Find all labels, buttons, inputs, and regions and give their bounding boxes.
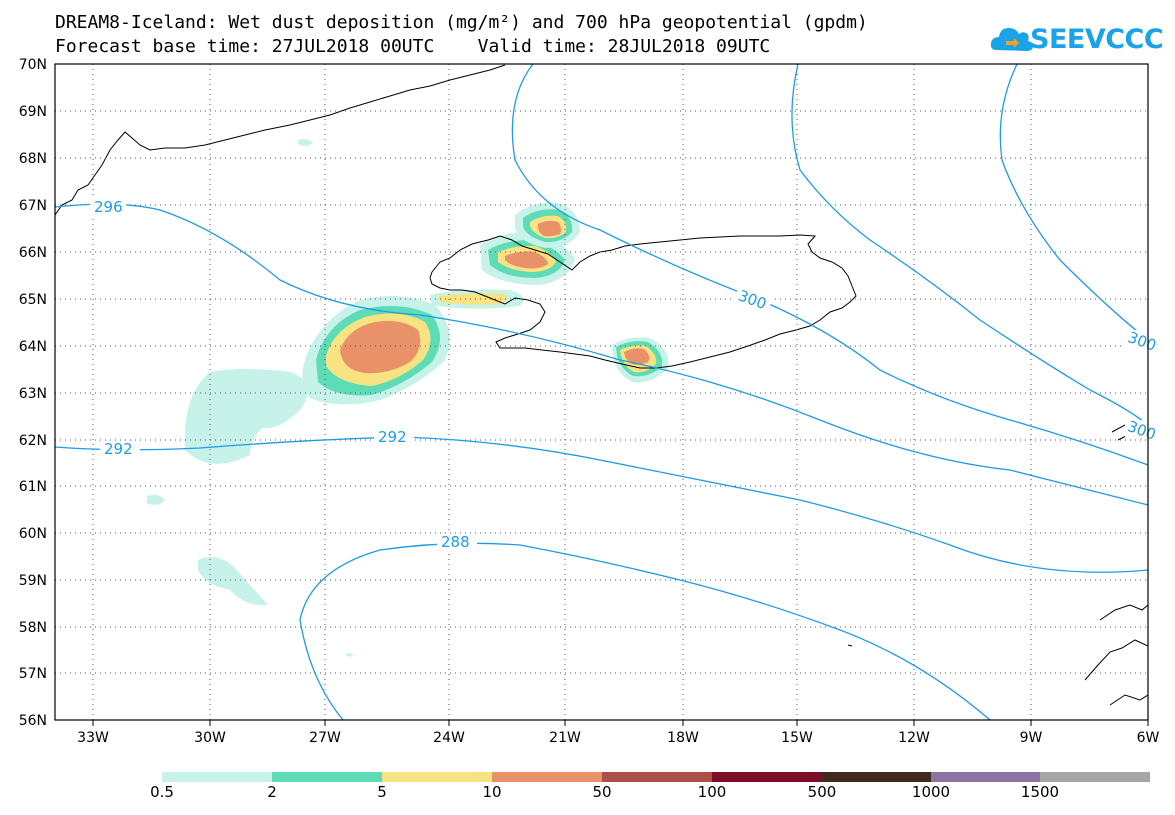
legend-swatch	[602, 772, 712, 782]
contour-label-288: 288	[441, 533, 470, 551]
lat-label: 67N	[19, 198, 47, 214]
legend-swatch	[162, 772, 272, 782]
lat-label: 56N	[19, 713, 47, 729]
lat-label: 68N	[19, 151, 47, 167]
legend-label: 10	[482, 783, 502, 801]
color-legend: 0.5 2 5 10 50 100 500 1000 1500	[150, 772, 1150, 812]
legend-label: 5	[377, 783, 387, 801]
islet	[847, 644, 853, 647]
legend-swatch	[712, 772, 822, 782]
coastlines	[55, 64, 1148, 706]
deposition-area-light	[184, 369, 308, 464]
deposition-area-high	[624, 348, 650, 365]
lat-label: 61N	[19, 479, 47, 495]
contour-288	[299, 542, 991, 720]
legend-swatch	[492, 772, 602, 782]
contour-label-300: 300	[1126, 328, 1159, 355]
contour-label-300: 300	[736, 286, 769, 313]
deposition-area-light	[298, 139, 313, 146]
dust-deposition-field	[147, 139, 669, 657]
contour-292	[55, 436, 1148, 573]
lat-label: 69N	[19, 104, 47, 120]
lat-label: 62N	[19, 433, 47, 449]
lon-label: 6W	[1137, 730, 1160, 746]
legend-label: 0.5	[150, 783, 174, 801]
lat-label: 57N	[19, 666, 47, 682]
deposition-area-light	[345, 653, 353, 657]
legend-label: 1500	[1020, 783, 1060, 801]
lon-label: 33W	[77, 730, 109, 746]
contour-label-296: 296	[94, 198, 123, 216]
legend-swatch	[272, 772, 382, 782]
lat-label: 64N	[19, 339, 47, 355]
lat-label: 65N	[19, 292, 47, 308]
map-subtitle: Forecast base time: 27JUL2018 00UTC Vali…	[55, 36, 771, 57]
lon-label: 27W	[309, 730, 341, 746]
legend-label: 500	[807, 783, 837, 801]
lat-label: 58N	[19, 620, 47, 636]
map-title: DREAM8-Iceland: Wet dust deposition (mg/…	[55, 12, 868, 33]
axis-ticks	[92, 720, 1149, 726]
greenland-coastline	[55, 64, 506, 216]
lat-label: 59N	[19, 573, 47, 589]
lat-tick-labels: 56N 57N 58N 59N 60N 61N 62N 63N 64N 65N …	[19, 57, 47, 729]
deposition-area-high	[505, 251, 548, 269]
legend-label: 100	[697, 783, 727, 801]
lat-label: 66N	[19, 245, 47, 261]
contour-300-c	[999, 64, 1148, 341]
lat-label: 70N	[19, 57, 47, 73]
iceland-coastline	[429, 234, 857, 369]
lat-label: 63N	[19, 386, 47, 402]
deposition-area-high	[538, 220, 562, 237]
legend-swatch	[822, 772, 931, 782]
contour-label-292: 292	[378, 428, 407, 446]
deposition-area-light	[147, 494, 165, 505]
lat-label: 60N	[19, 526, 47, 542]
scotland-coastline	[1084, 604, 1148, 706]
deposition-area-high	[340, 321, 421, 374]
logo-text: SEEVCCC	[1030, 24, 1164, 55]
legend-swatch	[382, 772, 492, 782]
deposition-area-mid	[438, 293, 507, 305]
contour-300-a	[511, 64, 1148, 466]
contour-296	[55, 203, 1148, 506]
contour-300-b	[791, 64, 1148, 426]
lon-label: 15W	[781, 730, 813, 746]
lon-tick-labels: 33W 30W 27W 24W 21W 18W 15W 12W 9W 6W	[77, 730, 1159, 746]
legend-label: 2	[267, 783, 277, 801]
lon-label: 21W	[549, 730, 581, 746]
lon-label: 18W	[667, 730, 699, 746]
legend-label: 1000	[911, 783, 951, 801]
lon-label: 24W	[433, 730, 465, 746]
legend-swatch	[1040, 772, 1150, 782]
grid-lines	[55, 64, 1148, 720]
map-frame	[54, 63, 1149, 721]
legend-label: 50	[592, 783, 612, 801]
lon-label: 12W	[898, 730, 930, 746]
lon-label: 9W	[1020, 730, 1043, 746]
legend-swatch	[931, 772, 1040, 782]
lon-label: 30W	[194, 730, 226, 746]
contour-label-292: 292	[104, 440, 133, 458]
deposition-area-light	[198, 556, 268, 606]
cloud-arrow-icon	[990, 28, 1034, 51]
